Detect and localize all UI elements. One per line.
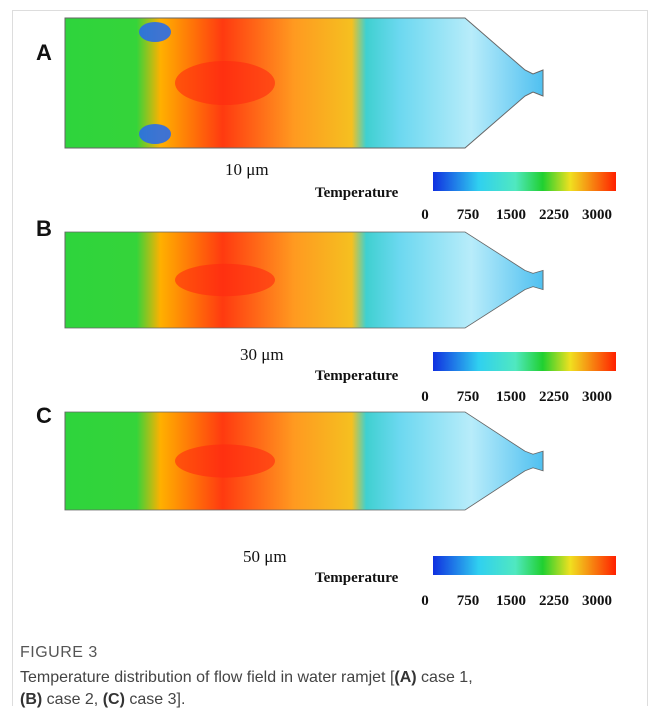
colorbar-tick-label: 0 (421, 389, 429, 405)
figure: A 10 μm Temperature 0 750 1500 2250 3000 B 30 μm T… (0, 0, 659, 640)
panel-label: B (36, 216, 52, 241)
caption-part: (C) (103, 691, 125, 708)
colorbar-tick-label: 0 (421, 207, 429, 223)
colorbar-tick-label: 3000 (582, 593, 612, 609)
particle-size: 10 μm (225, 160, 269, 179)
caption-part: case 3]. (125, 691, 185, 708)
contour-plot (65, 18, 543, 148)
contour-plot (65, 412, 543, 510)
colorbar (433, 556, 616, 575)
colorbar-tick-label: 3000 (582, 207, 612, 223)
hot-core (175, 264, 275, 296)
domain (65, 232, 543, 328)
colorbar-tick-label: 3000 (582, 389, 612, 405)
colorbar-tick-label: 2250 (539, 207, 569, 223)
colorbar-tick-label: 2250 (539, 389, 569, 405)
colorbar-tick-label: 750 (457, 207, 480, 223)
caption: FIGURE 3 Temperature distribution of flo… (20, 644, 640, 711)
colorbar-tick-label: 1500 (496, 389, 526, 405)
domain (65, 412, 543, 510)
colorbar-tick-label: 750 (457, 389, 480, 405)
domain (65, 18, 543, 148)
panel-label: C (36, 403, 52, 428)
colorbar-title: Temperature (315, 368, 399, 384)
caption-part: (B) (20, 691, 42, 708)
colorbar-tick-label: 1500 (496, 207, 526, 223)
hot-core (175, 444, 275, 477)
colorbar (433, 172, 616, 191)
caption-text: Temperature distribution of flow field i… (20, 667, 640, 711)
caption-part: (A) (394, 669, 416, 686)
colorbar (433, 352, 616, 371)
colorbar-tick-label: 750 (457, 593, 480, 609)
caption-part: case 2, (42, 691, 102, 708)
colorbar-title: Temperature (315, 185, 399, 201)
colorbar-tick-label: 1500 (496, 593, 526, 609)
contour-plot (65, 232, 543, 328)
hot-core (175, 61, 275, 105)
vortex (139, 124, 171, 144)
colorbar-title: Temperature (315, 570, 399, 586)
caption-part: case 1, (417, 669, 473, 686)
colorbar-tick-label: 0 (421, 593, 429, 609)
particle-size: 50 μm (243, 547, 287, 566)
particle-size: 30 μm (240, 345, 284, 364)
panel-label: A (36, 40, 52, 65)
colorbar-tick-label: 2250 (539, 593, 569, 609)
figure-label: FIGURE 3 (20, 644, 640, 662)
vortex (139, 22, 171, 42)
caption-part: Temperature distribution of flow field i… (20, 669, 394, 686)
